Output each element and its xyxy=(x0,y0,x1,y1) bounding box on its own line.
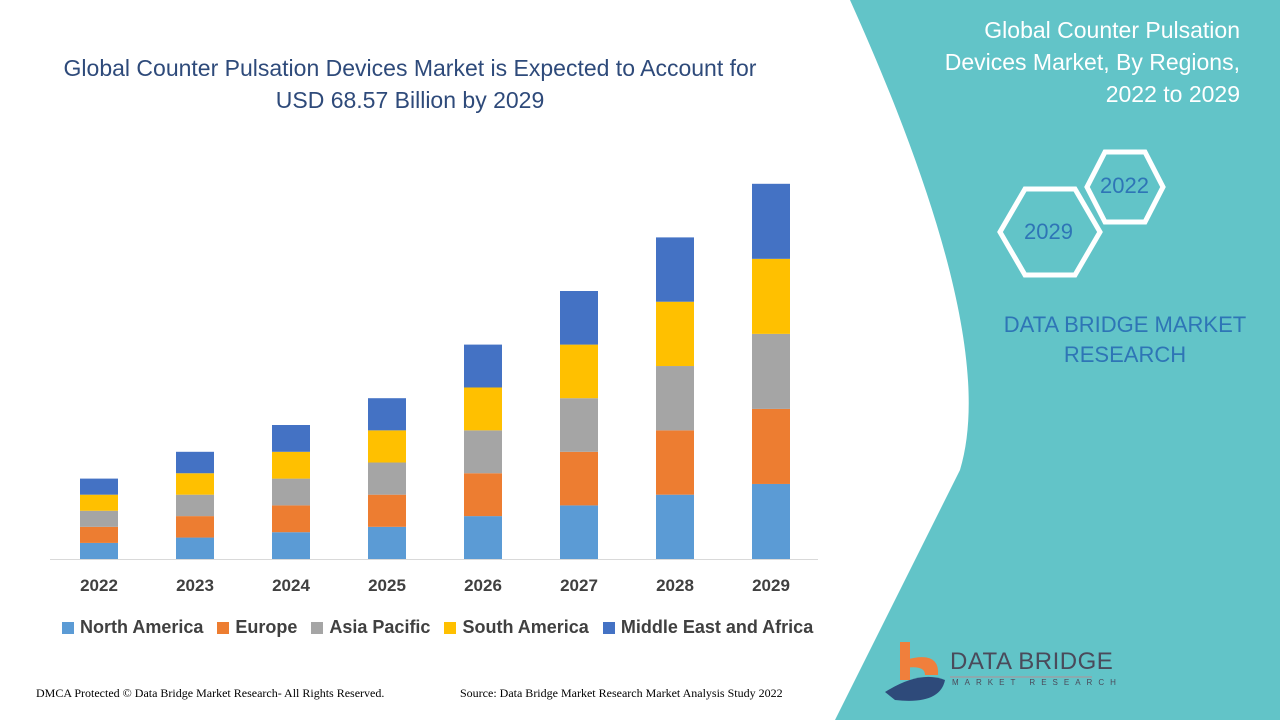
bar-2024-north-america xyxy=(272,532,310,559)
hex-label-2029: 2029 xyxy=(1024,219,1073,244)
bar-2023-europe xyxy=(176,516,214,538)
bar-2026-asia-pacific xyxy=(464,430,502,474)
bar-2029-asia-pacific xyxy=(752,333,790,409)
bar-2024-middle-east-and-africa xyxy=(272,425,310,452)
bar-2027-europe xyxy=(560,451,598,506)
bar-2027-middle-east-and-africa xyxy=(560,291,598,345)
bar-2027-north-america xyxy=(560,505,598,559)
bar-2029-north-america xyxy=(752,483,790,559)
bar-2024-south-america xyxy=(272,451,310,479)
bar-2026-south-america xyxy=(464,387,502,431)
legend-item: North America xyxy=(62,617,203,638)
bar-2024-europe xyxy=(272,505,310,533)
logo-text: DATA BRIDGE xyxy=(950,648,1114,675)
source-text: Source: Data Bridge Market Research Mark… xyxy=(460,686,783,700)
bar-2026-middle-east-and-africa xyxy=(464,344,502,388)
legend-swatch xyxy=(217,621,230,634)
legend-label: Middle East and Africa xyxy=(620,617,814,637)
bar-2028-south-america xyxy=(656,301,694,367)
bar-2028-europe xyxy=(656,430,694,495)
legend-swatch xyxy=(311,621,324,634)
bar-2025-middle-east-and-africa xyxy=(368,398,406,431)
x-tick-label: 2024 xyxy=(272,576,310,595)
logo-subtext: MARKET RESEARCH xyxy=(952,678,1122,687)
bar-2023-north-america xyxy=(176,537,214,559)
logo-icon xyxy=(885,642,945,701)
bar-2025-europe xyxy=(368,494,406,527)
bar-2028-asia-pacific xyxy=(656,366,694,431)
legend-item: South America xyxy=(444,617,589,638)
bar-2026-north-america xyxy=(464,516,502,559)
bar-2027-asia-pacific xyxy=(560,398,598,452)
bar-2029-europe xyxy=(752,408,790,484)
bar-2022-south-america xyxy=(80,494,118,511)
copyright-text: DMCA Protected © Data Bridge Market Rese… xyxy=(36,686,385,700)
legend-swatch xyxy=(444,621,457,634)
legend-label: Asia Pacific xyxy=(329,617,431,637)
bar-2022-europe xyxy=(80,526,118,543)
hexagon-2029 xyxy=(997,186,1103,278)
brand-text: DATA BRIDGE MARKET RESEARCH xyxy=(1003,312,1247,367)
bar-2026-europe xyxy=(464,473,502,517)
side-panel-title: Global Counter Pulsation Devices Market,… xyxy=(944,17,1240,107)
x-tick-label: 2029 xyxy=(752,576,790,595)
x-tick-label: 2026 xyxy=(464,576,502,595)
side-panel xyxy=(835,0,1280,720)
legend-swatch xyxy=(62,621,74,634)
legend-item: Middle East and Africa xyxy=(602,617,814,638)
bar-2029-south-america xyxy=(752,258,790,334)
bar-2024-asia-pacific xyxy=(272,478,310,506)
bar-2023-asia-pacific xyxy=(176,494,214,517)
bar-2022-asia-pacific xyxy=(80,510,118,527)
bar-2022-middle-east-and-africa xyxy=(80,478,118,495)
bar-2025-asia-pacific xyxy=(368,462,406,495)
x-tick-label: 2025 xyxy=(368,576,406,595)
bar-2028-middle-east-and-africa xyxy=(656,237,694,302)
legend-label: South America xyxy=(462,617,589,637)
bar-2023-middle-east-and-africa xyxy=(176,451,214,474)
bar-2025-north-america xyxy=(368,526,406,559)
chart-title: Global Counter Pulsation Devices Market … xyxy=(63,55,757,113)
legend-label: North America xyxy=(80,617,204,637)
legend-item: Europe xyxy=(217,617,297,638)
legend-label: Europe xyxy=(235,617,298,637)
bar-2028-north-america xyxy=(656,494,694,559)
legend-item: Asia Pacific xyxy=(311,617,430,638)
hex-label-2022: 2022 xyxy=(1100,173,1149,198)
hexagon-2022 xyxy=(1084,149,1166,225)
x-tick-label: 2027 xyxy=(560,576,598,595)
bar-2023-south-america xyxy=(176,473,214,495)
x-tick-label: 2022 xyxy=(80,576,118,595)
legend-swatch xyxy=(602,621,615,634)
legend: North America Europe Asia Pacific South Ame… xyxy=(62,617,813,638)
x-tick-label: 2028 xyxy=(656,576,694,595)
bar-2027-south-america xyxy=(560,344,598,399)
bar-2029-middle-east-and-africa xyxy=(752,183,790,259)
bar-2025-south-america xyxy=(368,430,406,463)
x-tick-label: 2023 xyxy=(176,576,214,595)
bar-2022-north-america xyxy=(80,542,118,559)
